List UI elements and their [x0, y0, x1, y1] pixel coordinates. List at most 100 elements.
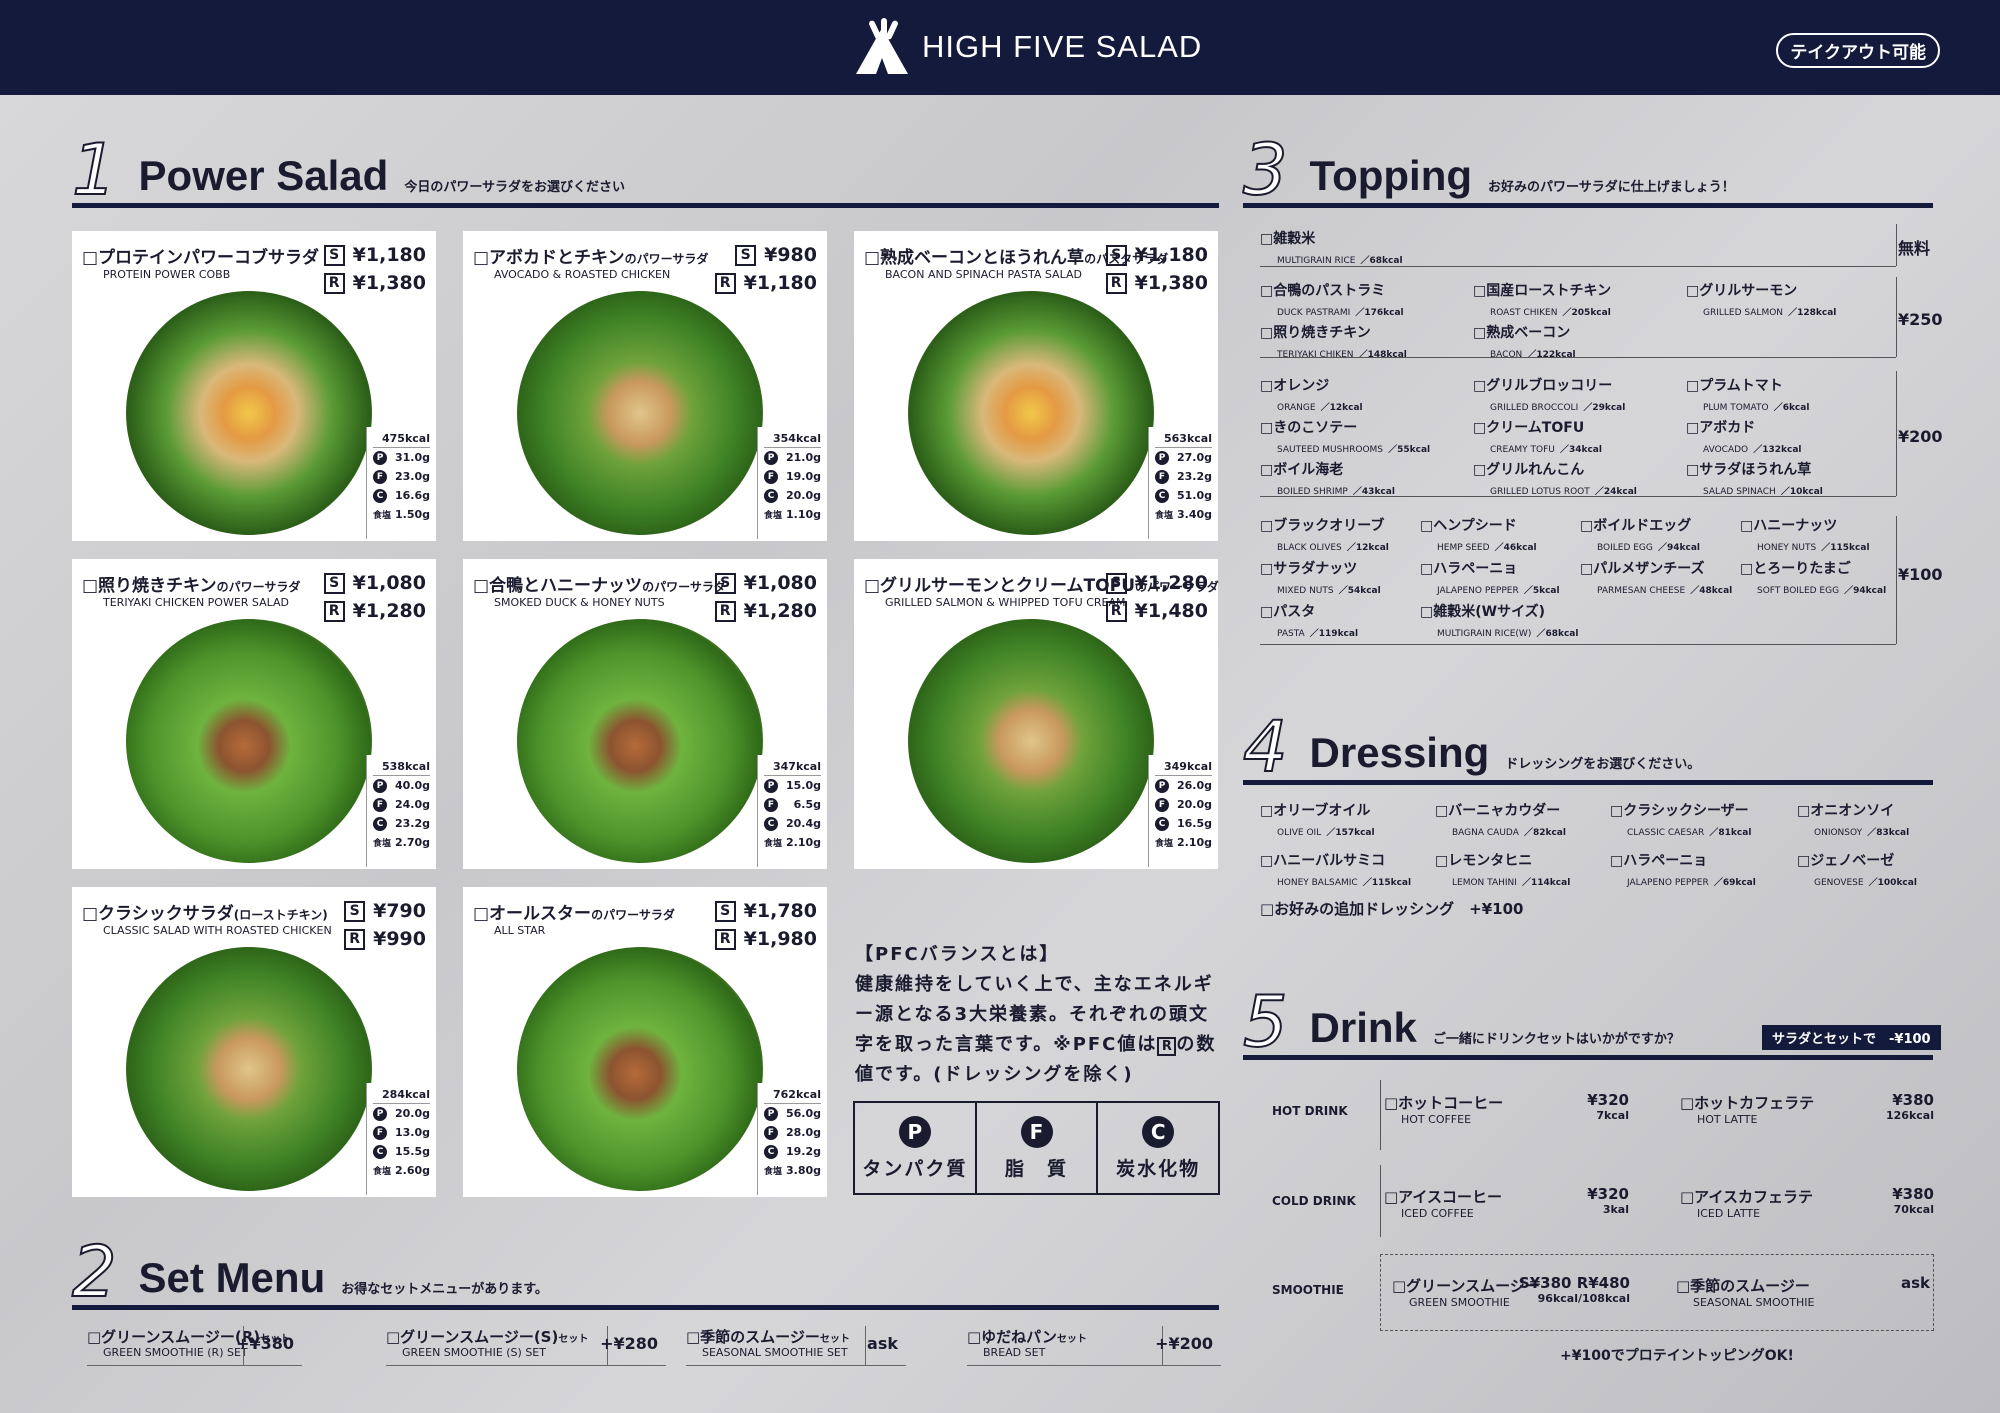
dressing-item[interactable]: □レモンタヒニ LEMON TAHINI ／114kcal	[1435, 850, 1570, 889]
salad-card[interactable]: □プロテインパワーコブサラダ PROTEIN POWER COBB S ¥1,18…	[72, 231, 436, 541]
fat-value: 23.0g	[394, 470, 430, 483]
extra-dressing[interactable]: □お好みの追加ドレッシング +¥100	[1260, 900, 1524, 918]
salad-name-en: BACON AND SPINACH PASTA SALAD	[885, 268, 1082, 281]
salad-card[interactable]: □アボカドとチキンのパワーサラダ AVOCADO & ROASTED CHICK…	[463, 231, 827, 541]
salad-photo	[908, 291, 1154, 535]
divider	[1896, 371, 1897, 496]
nutrition-box: 284kcal P 20.0g F 13.0g C 15.5g 食塩 2.60g	[366, 1083, 436, 1195]
item-name: □ハラペーニョ	[1420, 561, 1518, 577]
dressing-item[interactable]: □ハニーバルサミコ HONEY BALSAMIC ／115kcal	[1260, 850, 1411, 889]
topping-item[interactable]: □ハニーナッツ HONEY NUTS ／115kcal	[1740, 515, 1870, 554]
salt-value: 3.80g	[785, 1164, 821, 1177]
takeout-badge: テイクアウト可能	[1776, 33, 1940, 68]
price-r: R ¥1,980	[714, 928, 817, 950]
salt-label: 食塩	[373, 511, 392, 521]
salad-photo	[126, 947, 372, 1191]
set-menu-item[interactable]: □グリーンスムージー(S)セット GREEN SMOOTHIE (S) SET …	[386, 1326, 666, 1366]
drink-name-en: ICED LATTE	[1697, 1207, 1761, 1220]
item-name: □照り焼きチキン	[1260, 325, 1371, 341]
topping-item[interactable]: □照り焼きチキン TERIYAKI CHIKEN ／148kcal	[1260, 322, 1407, 361]
fat-value: 28.0g	[785, 1126, 821, 1139]
section-number: 3	[1242, 129, 1289, 211]
salad-card[interactable]: □照り焼きチキンのパワーサラダ TERIYAKI CHICKEN POWER S…	[72, 559, 436, 869]
dressing-item[interactable]: □クラシックシーザー CLASSIC CAESAR ／81kcal	[1610, 800, 1751, 839]
topping-item[interactable]: □プラムトマト PLUM TOMATO ／6kcal	[1686, 375, 1809, 414]
item-kcal: ／68kcal	[1536, 629, 1579, 639]
salad-card[interactable]: □クラシックサラダ(ローストチキン) CLASSIC SALAD WITH RO…	[72, 887, 436, 1197]
drink-price: ¥380 126kcal	[1886, 1091, 1934, 1122]
salt-label: 食塩	[764, 1167, 783, 1177]
topping-item[interactable]: □ブラックオリーブ BLACK OLIVES ／12kcal	[1260, 515, 1389, 554]
topping-item[interactable]: □クリームTOFU CREAMY TOFU ／34kcal	[1473, 417, 1602, 456]
topping-item[interactable]: □パスタ PASTA ／119kcal	[1260, 601, 1358, 640]
salad-card[interactable]: □熟成ベーコンとほうれん草のパスタサラダ BACON AND SPINACH P…	[854, 231, 1218, 541]
topping-item[interactable]: □グリルサーモン GRILLED SALMON ／128kcal	[1686, 280, 1836, 319]
topping-item[interactable]: □サラダほうれん草 SALAD SPINACH ／10kcal	[1686, 459, 1823, 498]
topping-item[interactable]: □雑穀米(Wサイズ) MULTIGRAIN RICE(W) ／68kcal	[1420, 601, 1578, 640]
topping-item[interactable]: □サラダナッツ MIXED NUTS ／54kcal	[1260, 558, 1381, 597]
salad-card[interactable]: □合鴨とハニーナッツのパワーサラダ SMOKED DUCK & HONEY NU…	[463, 559, 827, 869]
set-menu-item[interactable]: □季節のスムージーセット SEASONAL SMOOTHIE SET ask	[686, 1326, 906, 1366]
dressing-item[interactable]: □バーニャカウダー BAGNA CAUDA ／82kcal	[1435, 800, 1566, 839]
salad-card[interactable]: □グリルサーモンとクリームTOFUのパワーサラダ GRILLED SALMON …	[854, 559, 1219, 869]
topping-item[interactable]: □ヘンプシード HEMP SEED ／46kcal	[1420, 515, 1537, 554]
topping-item[interactable]: □ボイル海老 BOILED SHRIMP ／43kcal	[1260, 459, 1395, 498]
topping-item[interactable]: □アボカド AVOCADO ／132kcal	[1686, 417, 1801, 456]
topping-item[interactable]: □雑穀米 MULTIGRAIN RICE ／68kcal	[1260, 228, 1403, 267]
topping-item[interactable]: □グリルれんこん GRILLED LOTUS ROOT ／24kcal	[1473, 459, 1637, 498]
topping-price: 無料	[1898, 239, 1931, 258]
f-icon: F	[1020, 1115, 1053, 1148]
dressing-item[interactable]: □オリーブオイル OLIVE OIL ／157kcal	[1260, 800, 1375, 839]
carb-value: 15.5g	[394, 1145, 430, 1158]
topping-item[interactable]: □ハラペーニョ JALAPENO PEPPER ／5kcal	[1420, 558, 1560, 597]
topping-item[interactable]: □合鴨のパストラミ DUCK PASTRAMI ／176kcal	[1260, 280, 1404, 319]
topping-item[interactable]: □熟成ベーコン BACON ／122kcal	[1473, 322, 1576, 361]
smoothie-category: SMOOTHIE	[1272, 1283, 1344, 1297]
item-name: □グリルブロッコリー	[1473, 378, 1613, 394]
topping-item[interactable]: □国産ローストチキン ROAST CHIKEN ／205kcal	[1473, 280, 1611, 319]
carb-value: 51.0g	[1176, 489, 1212, 502]
topping-item[interactable]: □オレンジ ORANGE ／12kcal	[1260, 375, 1363, 414]
divider	[1896, 516, 1897, 644]
dressing-item[interactable]: □オニオンソイ ONIONSOY ／83kcal	[1797, 800, 1909, 839]
dressing-header: 4 Dressing ドレッシングをお選びください。	[1242, 711, 1933, 785]
brand-logo[interactable]: HIGH FIVE SALAD	[852, 18, 1202, 76]
item-name-en: HEMP SEED	[1437, 543, 1490, 553]
drink-item[interactable]: □アイスカフェラテ ICED LATTE ¥380 70kcal	[1680, 1186, 1934, 1220]
salad-card[interactable]: □オールスターのパワーサラダ ALL STAR S ¥1,780 R ¥1,980 …	[463, 887, 827, 1197]
drink-item[interactable]: □ホットカフェラテ HOT LATTE ¥380 126kcal	[1680, 1092, 1934, 1126]
topping-item[interactable]: □とろーりたまご SOFT BOILED EGG ／94kcal	[1740, 558, 1886, 597]
drink-price: ¥380 70kcal	[1892, 1185, 1934, 1216]
section-subtitle: ドレッシングをお選びください。	[1505, 757, 1701, 772]
section-title: Topping	[1309, 152, 1473, 199]
price-r: R ¥1,280	[714, 600, 817, 622]
pfc-explanation: 【PFCバランスとは】 健康維持をしていく上で、主なエネルギー源となる3大栄養素…	[855, 940, 1225, 1090]
set-menu-item[interactable]: □グリーンスムージー(R)セット GREEN SMOOTHIE (R) SET …	[87, 1326, 302, 1366]
item-name: □ハニーバルサミコ	[1260, 853, 1386, 869]
topping-item[interactable]: □グリルブロッコリー GRILLED BROCCOLI ／29kcal	[1473, 375, 1625, 414]
kcal-value: 762kcal	[764, 1085, 821, 1104]
drink-item[interactable]: □ホットコーヒー HOT COFFEE ¥320 7kcal	[1384, 1092, 1629, 1126]
dressing-item[interactable]: □ハラペーニョ JALAPENO PEPPER ／69kcal	[1610, 850, 1756, 889]
topping-item[interactable]: □ボイルドエッグ BOILED EGG ／94kcal	[1580, 515, 1700, 554]
topping-item[interactable]: □きのこソテー SAUTEED MUSHROOMS ／55kcal	[1260, 417, 1430, 456]
set-menu-item[interactable]: □ゆだねパンセット BREAD SET +¥200	[967, 1326, 1221, 1366]
salad-name-en: ALL STAR	[494, 924, 546, 937]
item-kcal: ／132kcal	[1753, 445, 1802, 455]
set-name-en: GREEN SMOOTHIE (S) SET	[402, 1346, 546, 1359]
topping-item[interactable]: □パルメザンチーズ PARMESAN CHEESE ／48kcal	[1580, 558, 1732, 597]
topping-price: ¥100	[1898, 565, 1943, 584]
dressing-item[interactable]: □ジェノベーゼ GENOVESE ／100kcal	[1797, 850, 1917, 889]
drink-item[interactable]: □グリーンスムージー GREEN SMOOTHIE S¥380 R¥480 96kc…	[1392, 1275, 1630, 1309]
drink-item[interactable]: □季節のスムージー SEASONAL SMOOTHIE ask	[1676, 1275, 1930, 1309]
salad-photo	[517, 291, 763, 535]
p-icon: P	[764, 1106, 778, 1121]
set-name-en: BREAD SET	[983, 1346, 1046, 1359]
divider	[1260, 496, 1896, 497]
salad-name-en: TERIYAKI CHICKEN POWER SALAD	[103, 596, 290, 609]
size-r-icon: R	[714, 272, 736, 294]
drink-item[interactable]: □アイスコーヒー ICED COFFEE ¥320 3kal	[1384, 1186, 1629, 1220]
set-name-en: GREEN SMOOTHIE (R) SET	[103, 1346, 248, 1359]
pfc-body-mark: R	[1157, 1037, 1177, 1056]
set-name: □グリーンスムージー(S)セット	[386, 1328, 589, 1346]
